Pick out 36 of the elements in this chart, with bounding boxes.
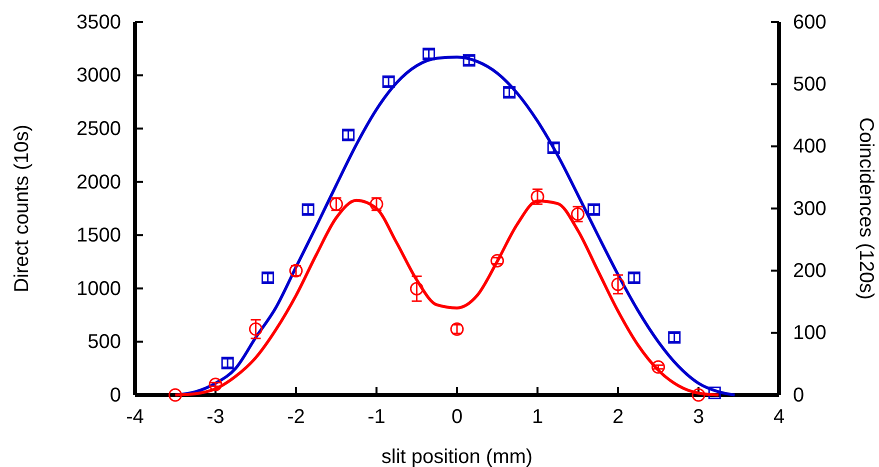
- y2-tick-label: 600: [793, 11, 826, 34]
- y-axis-title: Direct counts (10s): [11, 124, 33, 292]
- point: [490, 254, 504, 268]
- point: [208, 378, 222, 392]
- x-axis-title: slit position (mm): [381, 446, 533, 467]
- x-tick-label: 3: [692, 406, 704, 428]
- y2-tick-label: 400: [793, 136, 826, 158]
- x-tick-label: -3: [206, 406, 224, 428]
- point: [410, 282, 424, 296]
- y2-tick-label: 100: [793, 322, 826, 344]
- x-tick-label: 2: [612, 406, 624, 428]
- point: [692, 388, 706, 402]
- x-tick-label: -2: [287, 406, 305, 428]
- y-tick-label: 1500: [76, 224, 121, 247]
- point: [708, 386, 721, 400]
- y2-tick-label: 200: [793, 260, 826, 282]
- point: [611, 278, 625, 292]
- y2-tick-label: 300: [793, 198, 826, 220]
- point: [168, 388, 182, 402]
- y-tick-label: 2000: [76, 171, 121, 194]
- y-tick-label: 500: [88, 331, 121, 354]
- x-tick-label: 0: [451, 406, 463, 428]
- y2-axis-title: Coincidences (120s): [855, 117, 877, 300]
- y-tick-label: 0: [110, 384, 121, 406]
- y-tick-label: 2500: [76, 118, 121, 140]
- point: [652, 360, 665, 374]
- x-tick-label: 1: [532, 406, 544, 428]
- x-tick-label: -4: [126, 406, 144, 428]
- x-tick-label: 4: [773, 406, 785, 428]
- y-tick-label: 3000: [76, 64, 121, 87]
- y-tick-label: 3500: [76, 11, 121, 34]
- y-tick-label: 1000: [76, 278, 121, 300]
- y2-tick-label: 0: [793, 384, 804, 406]
- point: [249, 322, 262, 336]
- y2-tick-label: 500: [793, 74, 826, 96]
- x-tick-label: -1: [368, 406, 386, 428]
